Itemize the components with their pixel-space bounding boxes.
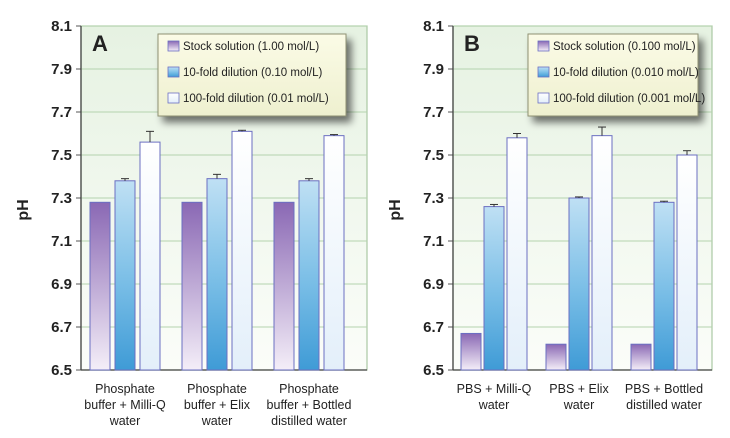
legend-label: 10-fold dilution (0.10 mol/L) — [183, 67, 323, 79]
chart-panel-b: 6.5 6.7 6.9 7.1 7.3 7.5 7.7 7.9 8.1 pH B PBS + Mill… — [387, 18, 713, 412]
legend-box — [527, 33, 699, 117]
legend: Stock solution (0.100 mol/L) 10-fold dilu… — [527, 33, 705, 117]
x-category-label: PBS + Bottled distilled water — [625, 382, 703, 412]
x-category-label-line: distilled water — [271, 414, 347, 428]
y-axis-label: pH — [15, 199, 32, 220]
chart-panel-a: 6.5 6.7 6.9 7.1 7.3 7.5 7.7 7.9 8.1 pH A Phosphate b… — [15, 18, 368, 428]
x-category-label: PBS + Milli-Q water — [457, 382, 532, 412]
y-tick-label: 8.1 — [423, 18, 444, 35]
y-tick-label: 7.1 — [423, 233, 444, 250]
bar — [139, 141, 161, 371]
x-category-label-line: water — [201, 414, 233, 428]
y-tick-label: 7.1 — [51, 233, 72, 250]
y-tick-label: 7.5 — [423, 147, 444, 164]
y-tick-label: 7.9 — [51, 61, 72, 78]
y-tick-label: 7.3 — [423, 190, 444, 207]
legend-swatch — [167, 40, 180, 52]
bar — [630, 343, 652, 371]
y-tick-label: 7.7 — [423, 104, 444, 121]
bar — [653, 201, 675, 371]
y-tick-label: 7.7 — [51, 104, 72, 121]
y-axis-label: pH — [387, 199, 404, 220]
x-category-label-line: buffer + Milli-Q — [84, 398, 166, 412]
x-category-label-line: water — [563, 398, 595, 412]
x-category-label-line: PBS + Milli-Q — [457, 382, 532, 396]
y-tick-label: 6.5 — [423, 362, 444, 379]
legend-label: 100-fold dilution (0.001 mol/L) — [553, 93, 705, 105]
legend-swatch — [537, 66, 550, 78]
x-category-label-line: Phosphate — [279, 382, 339, 396]
x-category-label-line: buffer + Bottled — [267, 398, 352, 412]
x-category-label: Phosphate buffer + Milli-Q water — [84, 382, 166, 428]
x-category-label-line: Phosphate — [95, 382, 155, 396]
y-tick-label: 6.5 — [51, 362, 72, 379]
bar — [506, 137, 528, 371]
legend-label: Stock solution (1.00 mol/L) — [183, 41, 319, 53]
bar — [483, 206, 505, 371]
x-category-label-line: PBS + Elix — [549, 382, 609, 396]
x-category-label-line: Phosphate — [187, 382, 247, 396]
y-tick-label: 6.7 — [51, 319, 72, 336]
legend-label: Stock solution (0.100 mol/L) — [553, 41, 696, 53]
bar — [676, 154, 698, 371]
x-category-label-line: distilled water — [626, 398, 702, 412]
legend-label: 10-fold dilution (0.010 mol/L) — [553, 67, 699, 79]
x-category-label: Phosphate buffer + Bottled distilled water — [267, 382, 352, 428]
x-category-label: PBS + Elix water — [549, 382, 609, 412]
bar — [206, 178, 228, 371]
bar — [591, 135, 613, 371]
y-tick-label: 6.9 — [423, 276, 444, 293]
panel-label: A — [92, 31, 108, 56]
bar — [231, 130, 253, 371]
y-tick-label: 7.5 — [51, 147, 72, 164]
legend-label: 100-fold dilution (0.01 mol/L) — [183, 93, 329, 105]
legend-swatch — [167, 66, 180, 78]
bar — [298, 180, 320, 371]
legend-swatch — [537, 40, 550, 52]
legend-box — [157, 33, 347, 117]
x-category-label-line: PBS + Bottled — [625, 382, 703, 396]
x-category-label: Phosphate buffer + Elix water — [184, 382, 251, 428]
y-tick-label: 7.3 — [51, 190, 72, 207]
x-category-label-line: water — [478, 398, 510, 412]
y-tick-label: 6.9 — [51, 276, 72, 293]
bar — [460, 332, 482, 371]
bar — [89, 201, 111, 371]
y-tick-label: 7.9 — [423, 61, 444, 78]
x-category-label-line: water — [109, 414, 141, 428]
bar — [181, 201, 203, 371]
bar — [114, 180, 136, 371]
panel-label: B — [464, 31, 480, 56]
x-category-label-line: buffer + Elix — [184, 398, 251, 412]
bar — [545, 343, 567, 371]
y-tick-label: 6.7 — [423, 319, 444, 336]
legend-swatch — [167, 92, 180, 104]
bar — [568, 197, 590, 371]
bar — [323, 135, 345, 371]
bar — [273, 201, 295, 371]
y-tick-label: 8.1 — [51, 18, 72, 35]
legend: Stock solution (1.00 mol/L) 10-fold dilut… — [157, 33, 347, 117]
legend-swatch — [537, 92, 550, 104]
